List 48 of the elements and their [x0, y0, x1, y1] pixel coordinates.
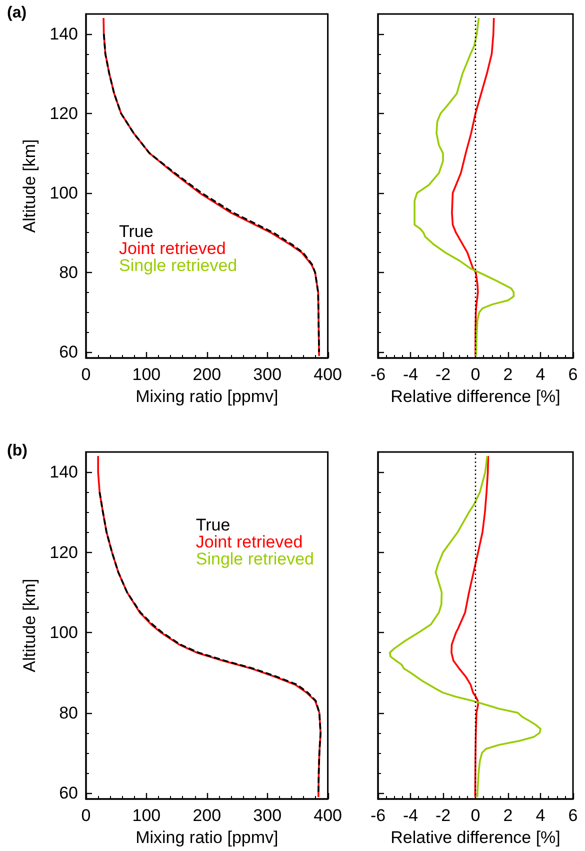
- x-tick-label: -2: [435, 365, 451, 384]
- x-tick-label: 400: [314, 365, 342, 384]
- x-tick-label: 200: [192, 806, 222, 825]
- y-tick-label: 80: [59, 703, 78, 722]
- x-tick-label: 0: [470, 806, 480, 825]
- y-tick-label: 60: [59, 783, 78, 802]
- legend-label: Single retrieved: [119, 256, 238, 275]
- series-label: Joint retrieved: [119, 238, 226, 258]
- text: Joint retrieved: [196, 532, 303, 552]
- x-tick-label: 0: [81, 365, 91, 384]
- x-tick-label: 2: [503, 365, 513, 384]
- y-tick-label: 140: [50, 462, 78, 482]
- y-tick-label: 100: [50, 623, 78, 642]
- x-tick-label: 0: [81, 806, 91, 825]
- legend-label: Single retrieved: [196, 549, 314, 568]
- x-tick-label: 200: [192, 365, 222, 384]
- x-axis-title: Mixing ratio [ppmv]: [136, 828, 278, 847]
- y-tick-label: 60: [59, 342, 78, 362]
- text: True: [119, 222, 154, 241]
- x-tick-label: 100: [132, 806, 161, 825]
- y-axis-title: Altitude [km]: [20, 139, 39, 233]
- x-tick-label: 6: [568, 806, 578, 825]
- y-tick-label: 120: [50, 104, 78, 123]
- y-tick-label: 100: [50, 183, 78, 202]
- x-tick-label: 4: [536, 806, 546, 825]
- x-axis-title: Mixing ratio [ppmv]: [136, 387, 278, 406]
- x-tick-label: -2: [435, 806, 451, 825]
- x-tick-label: 4: [536, 365, 546, 384]
- x-axis-title: Relative difference [%]: [390, 828, 560, 847]
- x-tick-label: -4: [402, 365, 418, 384]
- x-tick-label: 100: [132, 365, 161, 384]
- x-tick-label: 400: [314, 806, 342, 825]
- y-tick-label: 140: [50, 24, 78, 44]
- y-axis-title: Altitude [km]: [20, 578, 39, 672]
- x-tick-label: -6: [370, 365, 386, 384]
- x-tick-label: 2: [503, 806, 513, 825]
- x-tick-label: 0: [470, 365, 480, 384]
- x-tick-label: 6: [568, 365, 578, 384]
- x-tick-label: 300: [253, 365, 282, 384]
- y-tick-label: 120: [50, 542, 78, 562]
- y-tick-label: 80: [59, 262, 78, 282]
- text: True: [196, 515, 230, 534]
- x-tick-label: -4: [402, 806, 418, 825]
- x-tick-label: -6: [370, 806, 386, 825]
- x-axis-title: Relative difference [%]: [390, 387, 560, 406]
- chart-title: (b): [7, 442, 28, 460]
- chart-title: (a): [7, 4, 27, 22]
- x-tick-label: 300: [253, 806, 282, 825]
